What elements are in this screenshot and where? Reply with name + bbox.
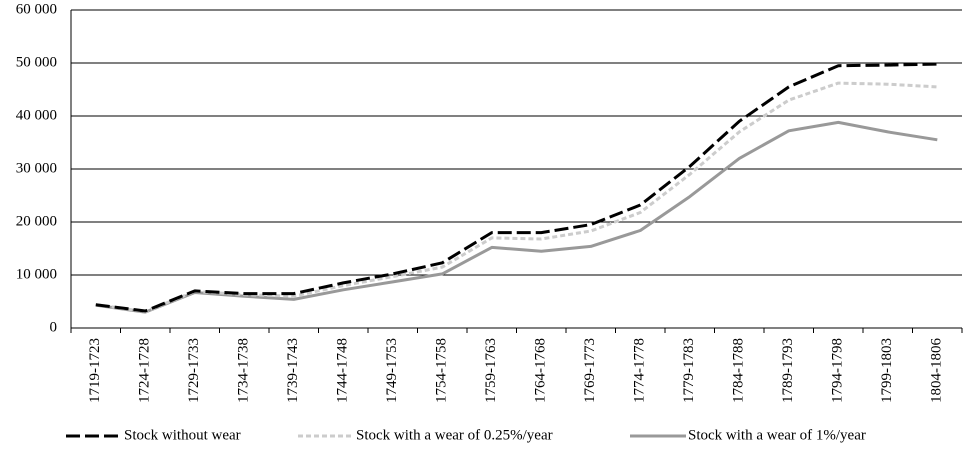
x-tick-label: 1744-1748 [335, 338, 351, 403]
data-line [95, 120, 938, 314]
x-tick-label: 1799-1803 [879, 338, 895, 403]
x-tick-label: 1724-1728 [137, 338, 153, 403]
x-tick-label: 1769-1773 [582, 338, 598, 403]
y-tick-label: 20 000 [16, 213, 57, 229]
x-tick-label: 1729-1733 [186, 338, 202, 403]
legend-label: Stock with a wear of 0.25%/year [356, 427, 553, 443]
x-tick-label: 1734-1738 [236, 338, 252, 403]
x-tick-label: 1759-1763 [483, 338, 499, 403]
x-tick-label: 1779-1783 [681, 338, 697, 403]
legend-label: Stock without wear [124, 427, 241, 443]
y-tick-label: 40 000 [16, 107, 57, 123]
x-tick-label: 1739-1743 [285, 338, 301, 403]
data-line [95, 62, 938, 313]
data-line [95, 81, 938, 314]
x-tick-label: 1794-1798 [830, 338, 846, 403]
x-tick-label: 1754-1758 [434, 338, 450, 403]
x-tick-label: 1784-1788 [731, 338, 747, 403]
x-tick-label: 1719-1723 [87, 338, 103, 403]
y-tick-label: 60 000 [16, 1, 57, 17]
x-tick-label: 1774-1778 [632, 338, 648, 403]
y-tick-label: 0 [50, 319, 58, 335]
x-tick-label: 1789-1793 [780, 338, 796, 403]
x-tick-label: 1764-1768 [533, 338, 549, 403]
y-tick-label: 50 000 [16, 54, 57, 70]
y-tick-label: 10 000 [16, 266, 57, 282]
legend-label: Stock with a wear of 1%/year [688, 427, 866, 443]
y-tick-label: 30 000 [16, 160, 57, 176]
x-tick-label: 1804-1806 [929, 338, 945, 403]
x-tick-label: 1749-1753 [384, 338, 400, 403]
